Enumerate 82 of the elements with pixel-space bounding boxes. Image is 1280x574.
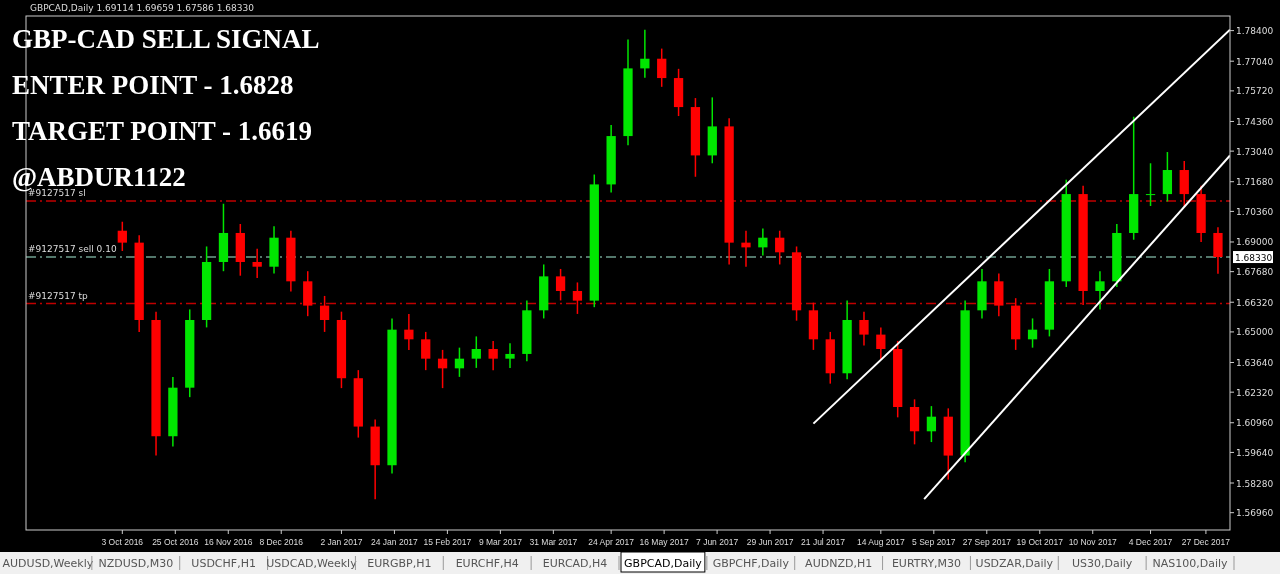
candlestick [252,247,262,279]
annotation: TARGET POINT - 1.6619 [12,116,313,146]
y-tick-label: 1.58280 [1236,478,1274,489]
text: EURCHF,H4 [455,557,519,570]
candlestick [640,28,650,79]
x-tick-label: 21 Jul 2017 [801,537,846,547]
candlestick [1145,162,1156,207]
candlestick [488,340,498,371]
x-tick-label: 3 Oct 2016 [101,537,144,547]
x-tick-label: 10 Nov 2017 [1068,537,1118,547]
ref-line-label: #9127517 tp [28,290,89,301]
x-tick-label: 9 Mar 2017 [478,537,523,547]
text: USDCHF,H1 [191,557,256,570]
ref-line-label: #9127517 sell 0.10 [28,244,117,255]
x-tick-label: 2 Jan 2017 [320,537,363,547]
candlestick [117,220,127,252]
text: AUDUSD,Weekly [2,557,94,570]
candlestick [926,405,937,443]
text: NZDUSD,M30 [98,557,174,570]
candlestick [454,346,465,378]
chart-title: GBP-CAD SELL SIGNAL [12,24,320,54]
candlestick [1027,317,1038,349]
y-tick-label: 1.77040 [1236,56,1274,67]
candlestick [505,342,515,369]
x-tick-label: 27 Sep 2017 [962,537,1012,547]
text: EURCAD,H4 [542,557,608,570]
text: GBPCAD,Daily 1.69114 1.69659 1.67586 1.68330 [30,3,255,13]
candlestick [657,47,667,88]
y-tick-label: 1.71680 [1236,177,1274,188]
x-tick-label: 15 Feb 2017 [423,537,472,547]
x-tick-label: 27 Dec 2017 [1181,537,1231,547]
text: GBPCHF,Daily [712,557,790,570]
candlestick [859,310,869,347]
x-tick-label: 4 Dec 2017 [1128,537,1173,547]
x-tick-label: 16 May 2017 [639,537,689,547]
x-tick-label: 24 Apr 2017 [588,537,635,547]
x-tick-label: 5 Sep 2017 [912,537,956,547]
x-tick-label: 25 Oct 2016 [152,537,199,547]
text: USDZAR,Daily [975,557,1054,570]
y-tick-label: 1.56960 [1236,508,1274,519]
x-tick-label: 7 Jun 2017 [696,537,739,547]
y-tick-label: 1.66320 [1236,297,1274,308]
annotation: ENTER POINT - 1.6828 [12,70,294,100]
y-tick-label: 1.69000 [1236,237,1274,248]
text: USDCAD,Weekly [266,557,358,570]
y-tick-label: 1.59640 [1236,447,1274,458]
candlestick [404,313,414,351]
x-tick-label: 16 Nov 2016 [204,537,253,547]
text: 1.68330 [1235,252,1273,263]
candlestick [572,281,583,315]
candlestick [876,326,886,360]
y-tick-label: 1.73040 [1236,146,1274,157]
candlestick [741,229,751,268]
y-tick-label: 1.62320 [1236,387,1274,398]
y-tick-label: 1.63640 [1236,357,1274,368]
x-tick-label: 14 Aug 2017 [856,537,905,547]
x-tick-label: 31 Mar 2017 [529,537,578,547]
text: GBPCAD,Daily [624,557,703,570]
candlestick [758,227,768,257]
text: NAS100,Daily [1152,557,1229,570]
candlestick [775,229,785,266]
y-tick-label: 1.75720 [1236,86,1274,97]
text: EURGBP,H1 [367,557,432,570]
text: EURTRY,M30 [891,557,962,570]
text: US30,Daily [1072,557,1133,570]
x-tick-label: 29 Jun 2017 [746,537,794,547]
y-tick-label: 1.67680 [1236,267,1274,278]
x-tick-label: 19 Oct 2017 [1016,537,1064,547]
text: AUDNZD,H1 [805,557,873,570]
candlestick [1095,270,1105,311]
y-tick-label: 1.74360 [1236,116,1274,127]
candlestick [555,268,566,302]
y-tick-label: 1.65000 [1236,327,1274,338]
x-tick-label: 8 Dec 2016 [259,537,304,547]
candlestick [471,335,481,369]
candlestick [319,295,330,333]
candlestick [437,349,448,389]
x-tick-label: 24 Jan 2017 [371,537,419,547]
y-tick-label: 1.60960 [1236,418,1274,429]
y-tick-label: 1.70360 [1236,206,1274,217]
y-tick-label: 1.78400 [1236,26,1274,37]
candlestick [421,331,431,371]
